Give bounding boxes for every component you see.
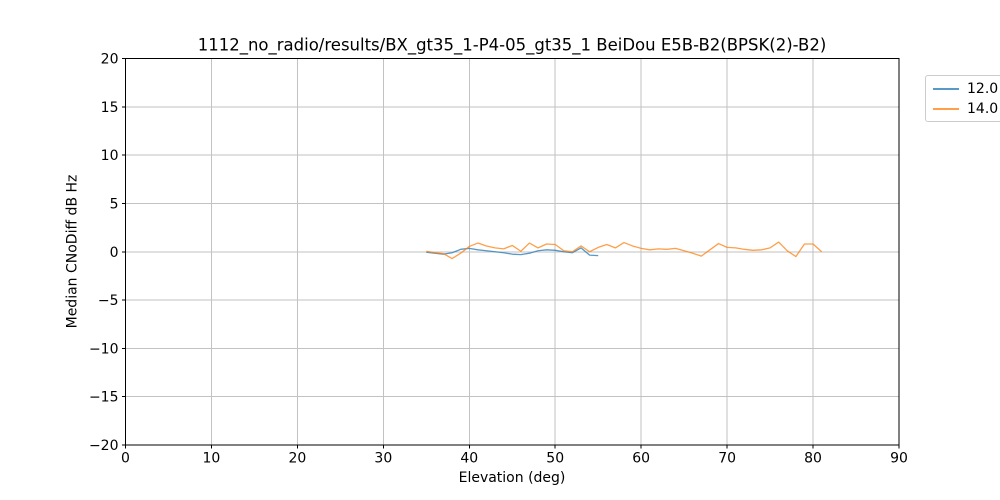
x-tick-label: 40 <box>460 451 478 467</box>
y-tick-label: −20 <box>89 438 119 454</box>
y-tick-label: 10 <box>101 148 119 164</box>
y-tick-label: 0 <box>110 245 119 261</box>
chart-title: 1112_no_radio/results/BX_gt35_1-P4-05_gt… <box>198 36 827 56</box>
y-tick-label: −5 <box>98 293 119 309</box>
x-tick-label: 10 <box>203 451 221 467</box>
x-tick-label: 90 <box>890 451 908 467</box>
y-tick-label: 15 <box>101 100 119 116</box>
legend-item: 12.0 <box>933 79 1000 99</box>
legend-line-swatch-orange <box>933 108 959 110</box>
y-tick-label: 20 <box>101 52 119 68</box>
legend-item: 14.0 <box>933 99 1000 119</box>
x-tick-label: 80 <box>804 451 822 467</box>
x-tick-label: 30 <box>374 451 392 467</box>
x-tick-label: 60 <box>632 451 650 467</box>
x-axis-label: Elevation (deg) <box>459 470 566 486</box>
y-tick-label: −15 <box>89 390 119 406</box>
x-tick-label: 20 <box>288 451 306 467</box>
legend-label: 12.0 <box>967 81 999 97</box>
y-axis-label: Median CNoDiff dB Hz <box>65 175 81 329</box>
x-tick-label: 70 <box>718 451 736 467</box>
series-line-0 <box>426 247 599 257</box>
x-tick-label: 0 <box>121 451 130 467</box>
series-line-1 <box>426 241 823 260</box>
y-tick-label: −10 <box>89 341 119 357</box>
legend-line-swatch-blue <box>933 88 959 90</box>
y-tick-label: 5 <box>110 196 119 212</box>
x-tick-label: 50 <box>546 451 564 467</box>
legend: 12.0 14.0 <box>925 75 1000 122</box>
legend-label: 14.0 <box>967 101 999 117</box>
